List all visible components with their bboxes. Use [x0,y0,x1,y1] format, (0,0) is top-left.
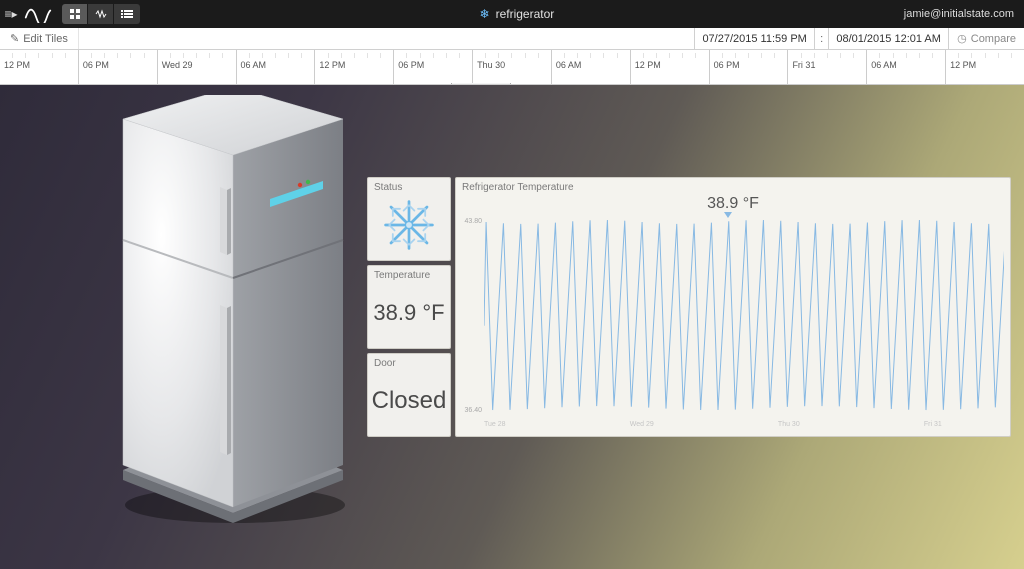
ruler-segment[interactable]: 12 PM [945,50,1024,84]
chart-current-value: 38.9 °F [462,195,1004,213]
ruler-label: Fri 31 [788,58,866,70]
ruler-label: 12 PM [315,58,393,70]
menu-toggle-button[interactable]: ≡▸ [0,0,22,28]
temperature-chart-tile[interactable]: Refrigerator Temperature 38.9 °F 43.80 3… [455,177,1011,437]
view-mode-group [62,4,140,24]
chart-body [484,218,1004,414]
y-min-label: 36.40 [460,407,482,414]
topbar-left: ≡▸ [0,0,140,28]
ruler-segment[interactable]: 12 PM [314,50,393,84]
temperature-value: 38.9 °F [373,300,444,326]
chart-title: Refrigerator Temperature [462,182,1004,193]
topbar: ≡▸ ❄ refrigerator jamie@initialstate.com [0,0,1024,28]
user-email[interactable]: jamie@initialstate.com [894,8,1024,20]
page-title: ❄ refrigerator [140,7,894,21]
subbar: ✎ Edit Tiles : ◷ Compare [0,28,1024,50]
ruler-segment[interactable]: 06 AM [551,50,630,84]
x-tick-label: Wed 29 [630,421,654,428]
ruler-segment[interactable]: 06 PM [78,50,157,84]
ruler-segment[interactable]: Thu 30 [472,50,551,84]
temperature-tile-label: Temperature [374,270,444,281]
chart-y-axis: 43.80 36.40 [460,218,482,414]
ruler-label: 06 AM [237,58,315,70]
door-tile-body: Closed [374,369,444,432]
edit-tiles-label: Edit Tiles [23,33,68,45]
snowflake-icon [382,198,436,252]
start-date-input[interactable] [694,28,814,49]
wave-view-button[interactable] [88,4,114,24]
time-ruler[interactable]: 12 PM06 PMWed 2906 AM12 PM06 PMThu 3006 … [0,50,1024,85]
temperature-tile[interactable]: Temperature 38.9 °F [367,265,451,349]
ruler-label: 12 PM [0,58,78,70]
ruler-label: 06 PM [394,58,472,70]
ruler-label: Wed 29 [158,58,236,70]
dashboard-canvas: Status [0,85,1024,569]
door-tile-label: Door [374,358,444,369]
ruler-segment[interactable]: 06 PM [393,50,472,84]
end-date-input[interactable] [828,28,948,49]
door-tile[interactable]: Door Closed [367,353,451,437]
ruler-segment[interactable]: Fri 31 [787,50,866,84]
title-text: refrigerator [496,7,555,21]
ruler-label: 06 PM [710,58,788,70]
date-separator: : [814,28,828,49]
ruler-segment[interactable]: 12 PM [630,50,709,84]
y-max-label: 43.80 [460,218,482,225]
list-view-button[interactable] [114,4,140,24]
ruler-label: 06 AM [867,58,945,70]
compare-label: Compare [971,33,1016,45]
chart-x-axis: Tue 28 Wed 29 Thu 30 Fri 31 [484,421,1004,428]
ruler-label: Thu 30 [473,58,551,70]
status-tile-body [374,193,444,256]
compare-button[interactable]: ◷ Compare [948,28,1024,49]
snowflake-icon: ❄ [480,7,490,21]
grid-view-button[interactable] [62,4,88,24]
x-tick-label: Tue 28 [484,421,506,428]
logo[interactable] [22,0,54,28]
x-tick-label: Fri 31 [924,421,942,428]
ruler-label: 12 PM [631,58,709,70]
fridge-image [105,95,360,525]
edit-tiles-button[interactable]: ✎ Edit Tiles [0,28,79,49]
ruler-segment[interactable]: Wed 29 [157,50,236,84]
ruler-segment[interactable]: 12 PM [0,50,78,84]
ruler-segment[interactable]: 06 AM [236,50,315,84]
ruler-label: 06 PM [79,58,157,70]
tiles-column: Status [367,177,451,437]
clock-icon: ◷ [957,32,967,45]
ruler-segment[interactable]: 06 AM [866,50,945,84]
ruler-segment[interactable]: 06 PM [709,50,788,84]
status-tile-label: Status [374,182,444,193]
pencil-icon: ✎ [10,32,19,45]
chart-svg [484,218,1004,414]
ruler-label: 06 AM [552,58,630,70]
x-tick-label: Thu 30 [778,421,800,428]
date-range: : ◷ Compare [694,28,1024,49]
ruler-label: 12 PM [946,58,1024,70]
status-tile[interactable]: Status [367,177,451,261]
door-value: Closed [372,387,447,415]
temperature-tile-body: 38.9 °F [374,281,444,344]
